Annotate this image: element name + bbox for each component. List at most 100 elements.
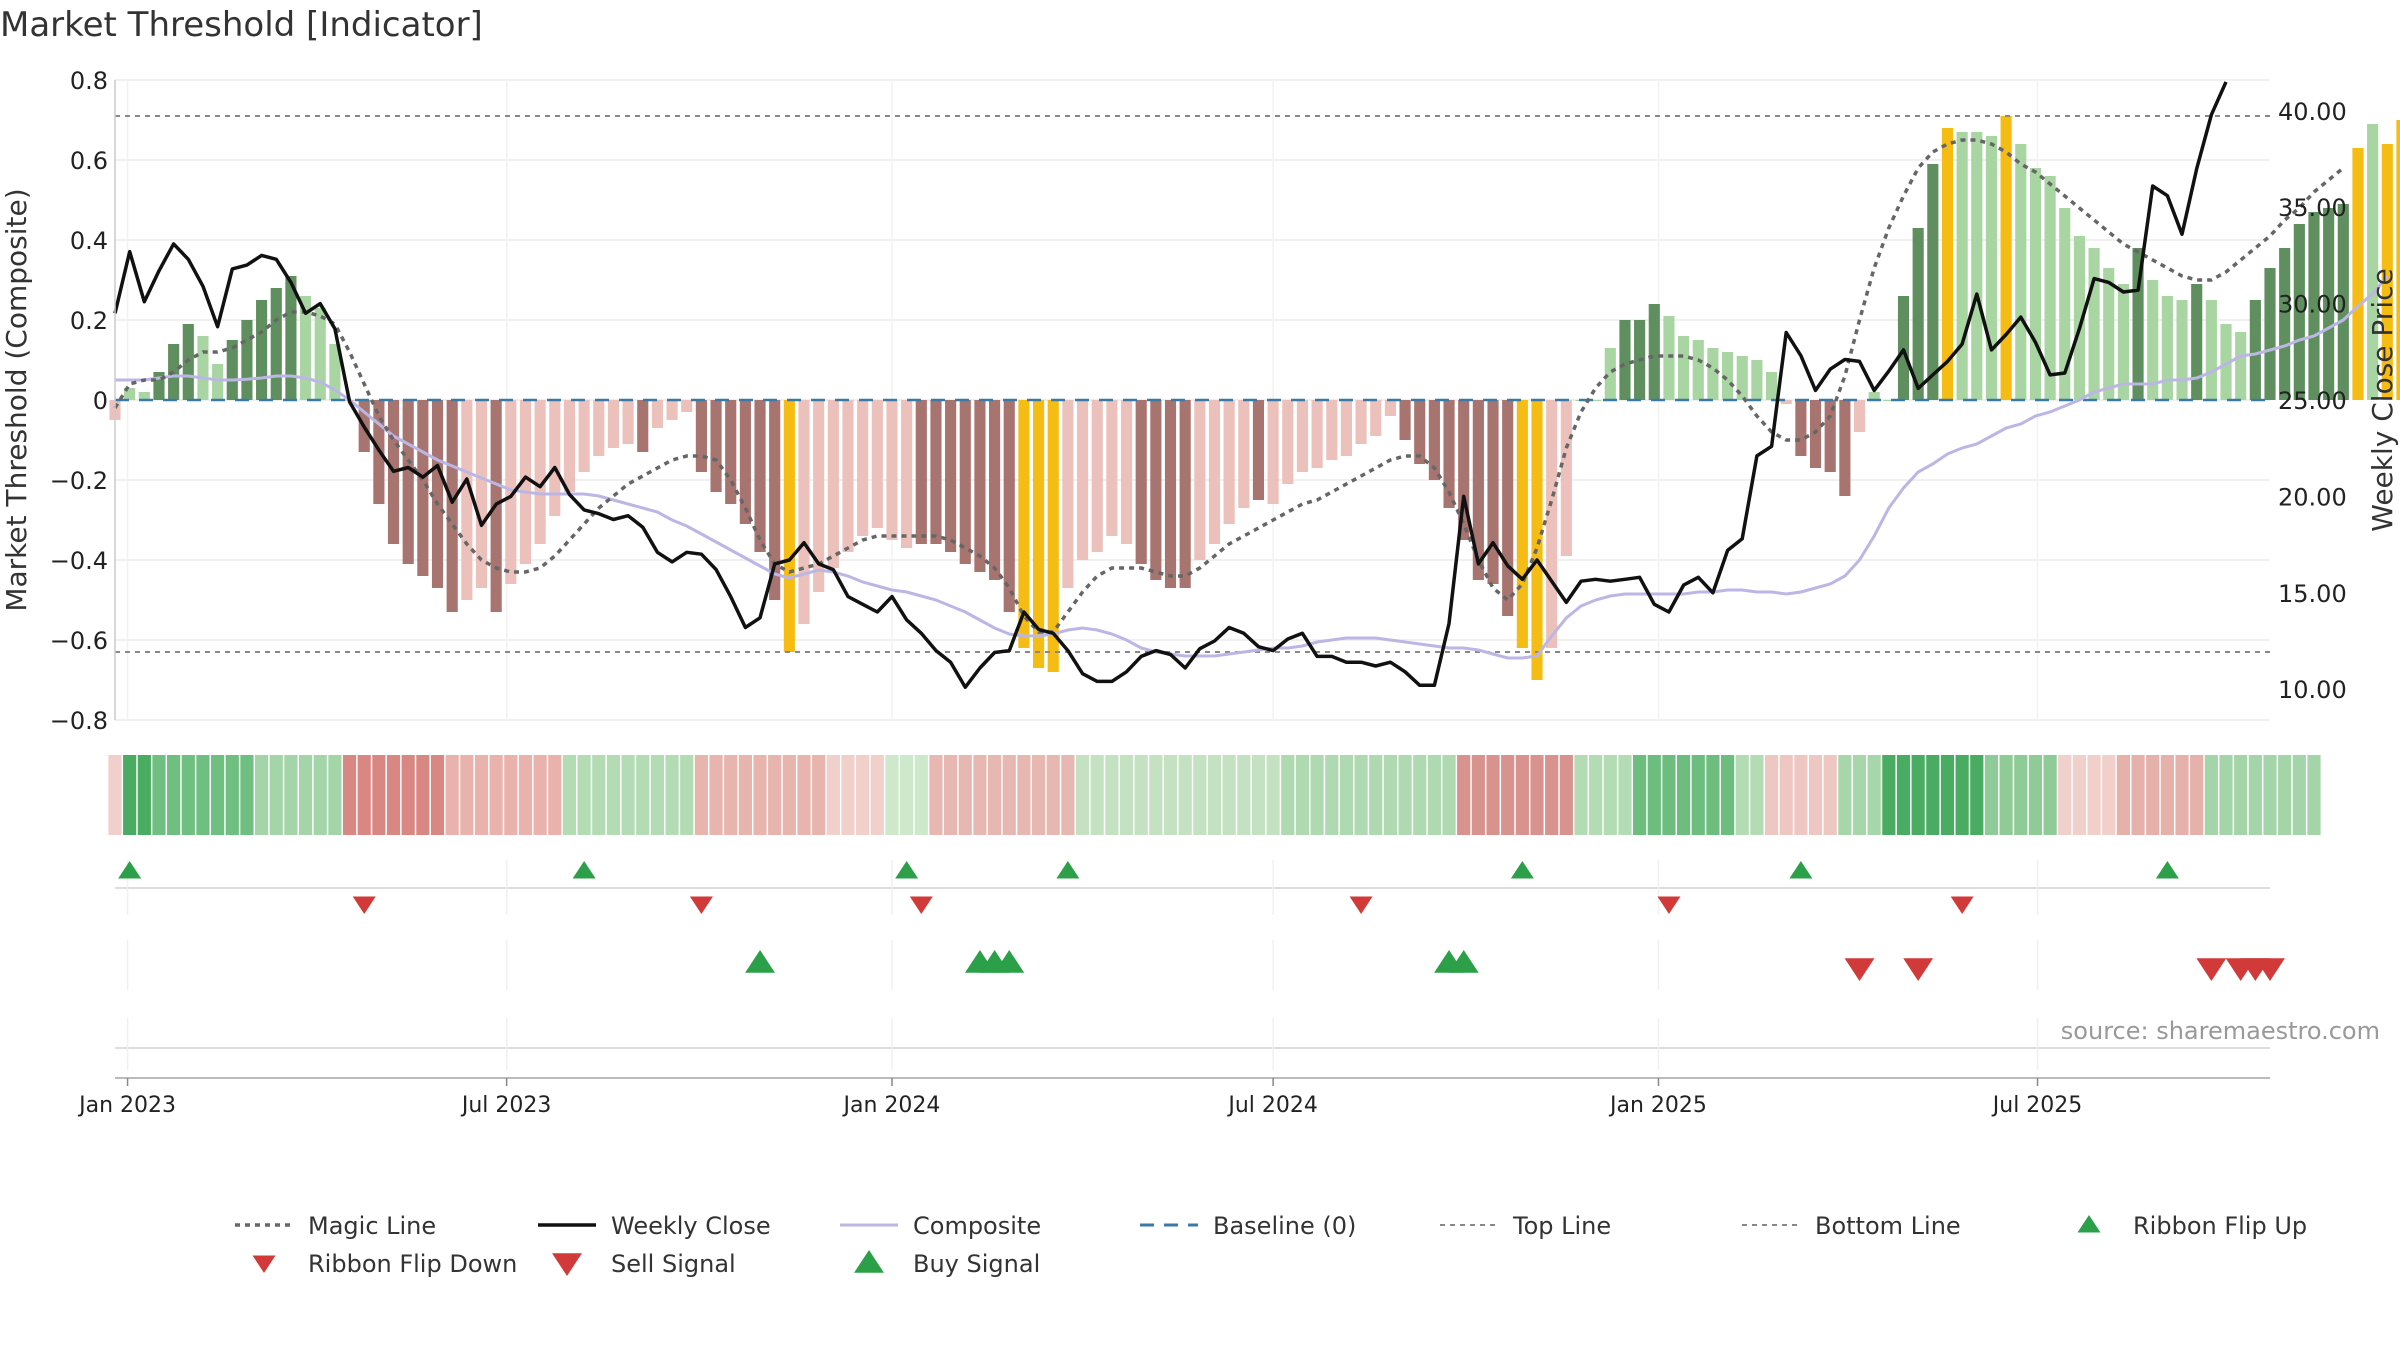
ribbon-cell — [1486, 755, 1500, 835]
ribbon-cell — [1046, 755, 1060, 835]
ribbon-cell — [533, 755, 547, 835]
ribbon-cell — [416, 755, 430, 835]
ribbon-cell — [1867, 755, 1881, 835]
ribbon-cell — [269, 755, 283, 835]
ribbon-cell — [1808, 755, 1823, 835]
ribbon-cell — [1838, 755, 1852, 835]
ribbon-cell — [606, 755, 621, 835]
ribbon-cell — [474, 755, 489, 835]
ribbon-cell — [181, 755, 195, 835]
ribbon-cell — [1119, 755, 1134, 835]
ribbon-cell — [152, 755, 166, 835]
y-axis-label: Market Threshold (Composite) — [0, 188, 33, 611]
ribbon-cell — [1193, 755, 1207, 835]
ribbon-cell — [944, 755, 958, 835]
composite-bar — [1414, 400, 1426, 464]
ribbon-cell — [1603, 755, 1617, 835]
composite-bar — [1033, 400, 1045, 668]
ribbon-cell — [2204, 755, 2218, 835]
ribbon-cell — [929, 755, 943, 835]
composite-bar — [1384, 400, 1396, 416]
ribbon-cell — [225, 755, 239, 835]
ribbon-cell — [1427, 755, 1441, 835]
composite-bar — [197, 336, 209, 400]
source-note: source: sharemaestro.com — [2061, 1017, 2380, 1045]
composite-bar — [212, 364, 224, 400]
ribbon-cell — [577, 755, 591, 835]
ribbon-cell — [1970, 755, 1984, 835]
ribbon-cell — [592, 755, 606, 835]
ribbon-cell — [1222, 755, 1236, 835]
ribbon-cell — [518, 755, 533, 835]
composite-bar — [417, 400, 429, 576]
ribbon-cell — [973, 755, 987, 835]
composite-bar — [637, 400, 649, 452]
ribbon-cell — [357, 755, 371, 835]
composite-bar — [886, 400, 898, 540]
composite-bar — [593, 400, 605, 456]
axes: 0.8 0.6 0.4 0.2 0 −0.2 −0.4 −0.6 −0.8 40.00 35.00 3… — [50, 67, 2347, 735]
composite-bar — [1736, 356, 1748, 400]
composite-bar — [871, 400, 883, 528]
composite-bar — [945, 400, 957, 552]
ribbon-cell — [1706, 755, 1720, 835]
composite-bar — [2117, 284, 2129, 400]
ribbon-cell — [2131, 755, 2145, 835]
composite-bar — [1062, 400, 1074, 588]
ribbon-cell — [914, 755, 928, 835]
ribbon-cell — [2014, 755, 2028, 835]
legend-entry: Weekly Close — [538, 1212, 771, 1240]
ribbon-flip-up-marker — [118, 861, 142, 879]
ribbon-cell — [1559, 755, 1573, 835]
ribbon-cell — [342, 755, 357, 835]
legend-swatch — [552, 1253, 582, 1276]
ribbon-cell — [665, 755, 679, 835]
composite-bar — [1897, 296, 1910, 400]
ribbon-cell — [2292, 755, 2306, 835]
composite-bar — [1223, 400, 1235, 524]
composite-bar — [1809, 400, 1822, 468]
legend-label: Ribbon Flip Up — [2133, 1212, 2307, 1240]
composite-bar — [1868, 392, 1880, 400]
composite-bar — [842, 400, 854, 552]
ribbon-flip-up-marker — [2155, 861, 2179, 879]
composite-bar — [1927, 164, 1939, 400]
composite-bar — [1370, 400, 1382, 436]
composite-bar — [1663, 316, 1675, 400]
ribbon-cell — [987, 755, 1002, 835]
ribbon-cell — [1589, 755, 1603, 835]
ribbon-cell — [298, 755, 313, 835]
ribbon-cell — [1413, 755, 1427, 835]
composite-bar — [754, 400, 766, 552]
composite-bar — [2352, 148, 2364, 400]
ribbon-cell — [1691, 755, 1705, 835]
ribbon-cell — [738, 755, 752, 835]
composite-bar — [2147, 280, 2159, 400]
composite-bar — [1428, 400, 1440, 480]
legend-entry: Sell Signal — [552, 1250, 736, 1278]
composite-bar — [827, 400, 839, 568]
composite-bars — [109, 116, 2400, 680]
y-tick-label: −0.4 — [50, 547, 108, 575]
legend-label: Baseline (0) — [1213, 1212, 1356, 1240]
x-tick-label: Jul 2023 — [460, 1093, 552, 1118]
ribbon-cell — [1720, 755, 1735, 835]
composite-bar — [607, 400, 620, 448]
y2-tick-label: 10.00 — [2278, 676, 2347, 704]
y-tick-label: 0.2 — [70, 307, 108, 335]
composite-bar — [2176, 300, 2188, 400]
x-tick-label: Jan 2023 — [77, 1093, 176, 1118]
composite-bar — [1296, 400, 1309, 472]
legend-entry: Baseline (0) — [1140, 1212, 1356, 1240]
composite-bar — [1472, 400, 1484, 580]
ribbon-cell — [826, 755, 840, 835]
ribbon-cell — [709, 755, 723, 835]
ribbon-cell — [489, 755, 503, 835]
composite-bar — [725, 400, 737, 504]
composite-bar — [1956, 132, 1968, 400]
ribbon-cell — [1134, 755, 1148, 835]
ribbon-cell — [1105, 755, 1119, 835]
composite-bar — [300, 296, 312, 400]
ribbon-flip-down-marker — [909, 896, 933, 914]
